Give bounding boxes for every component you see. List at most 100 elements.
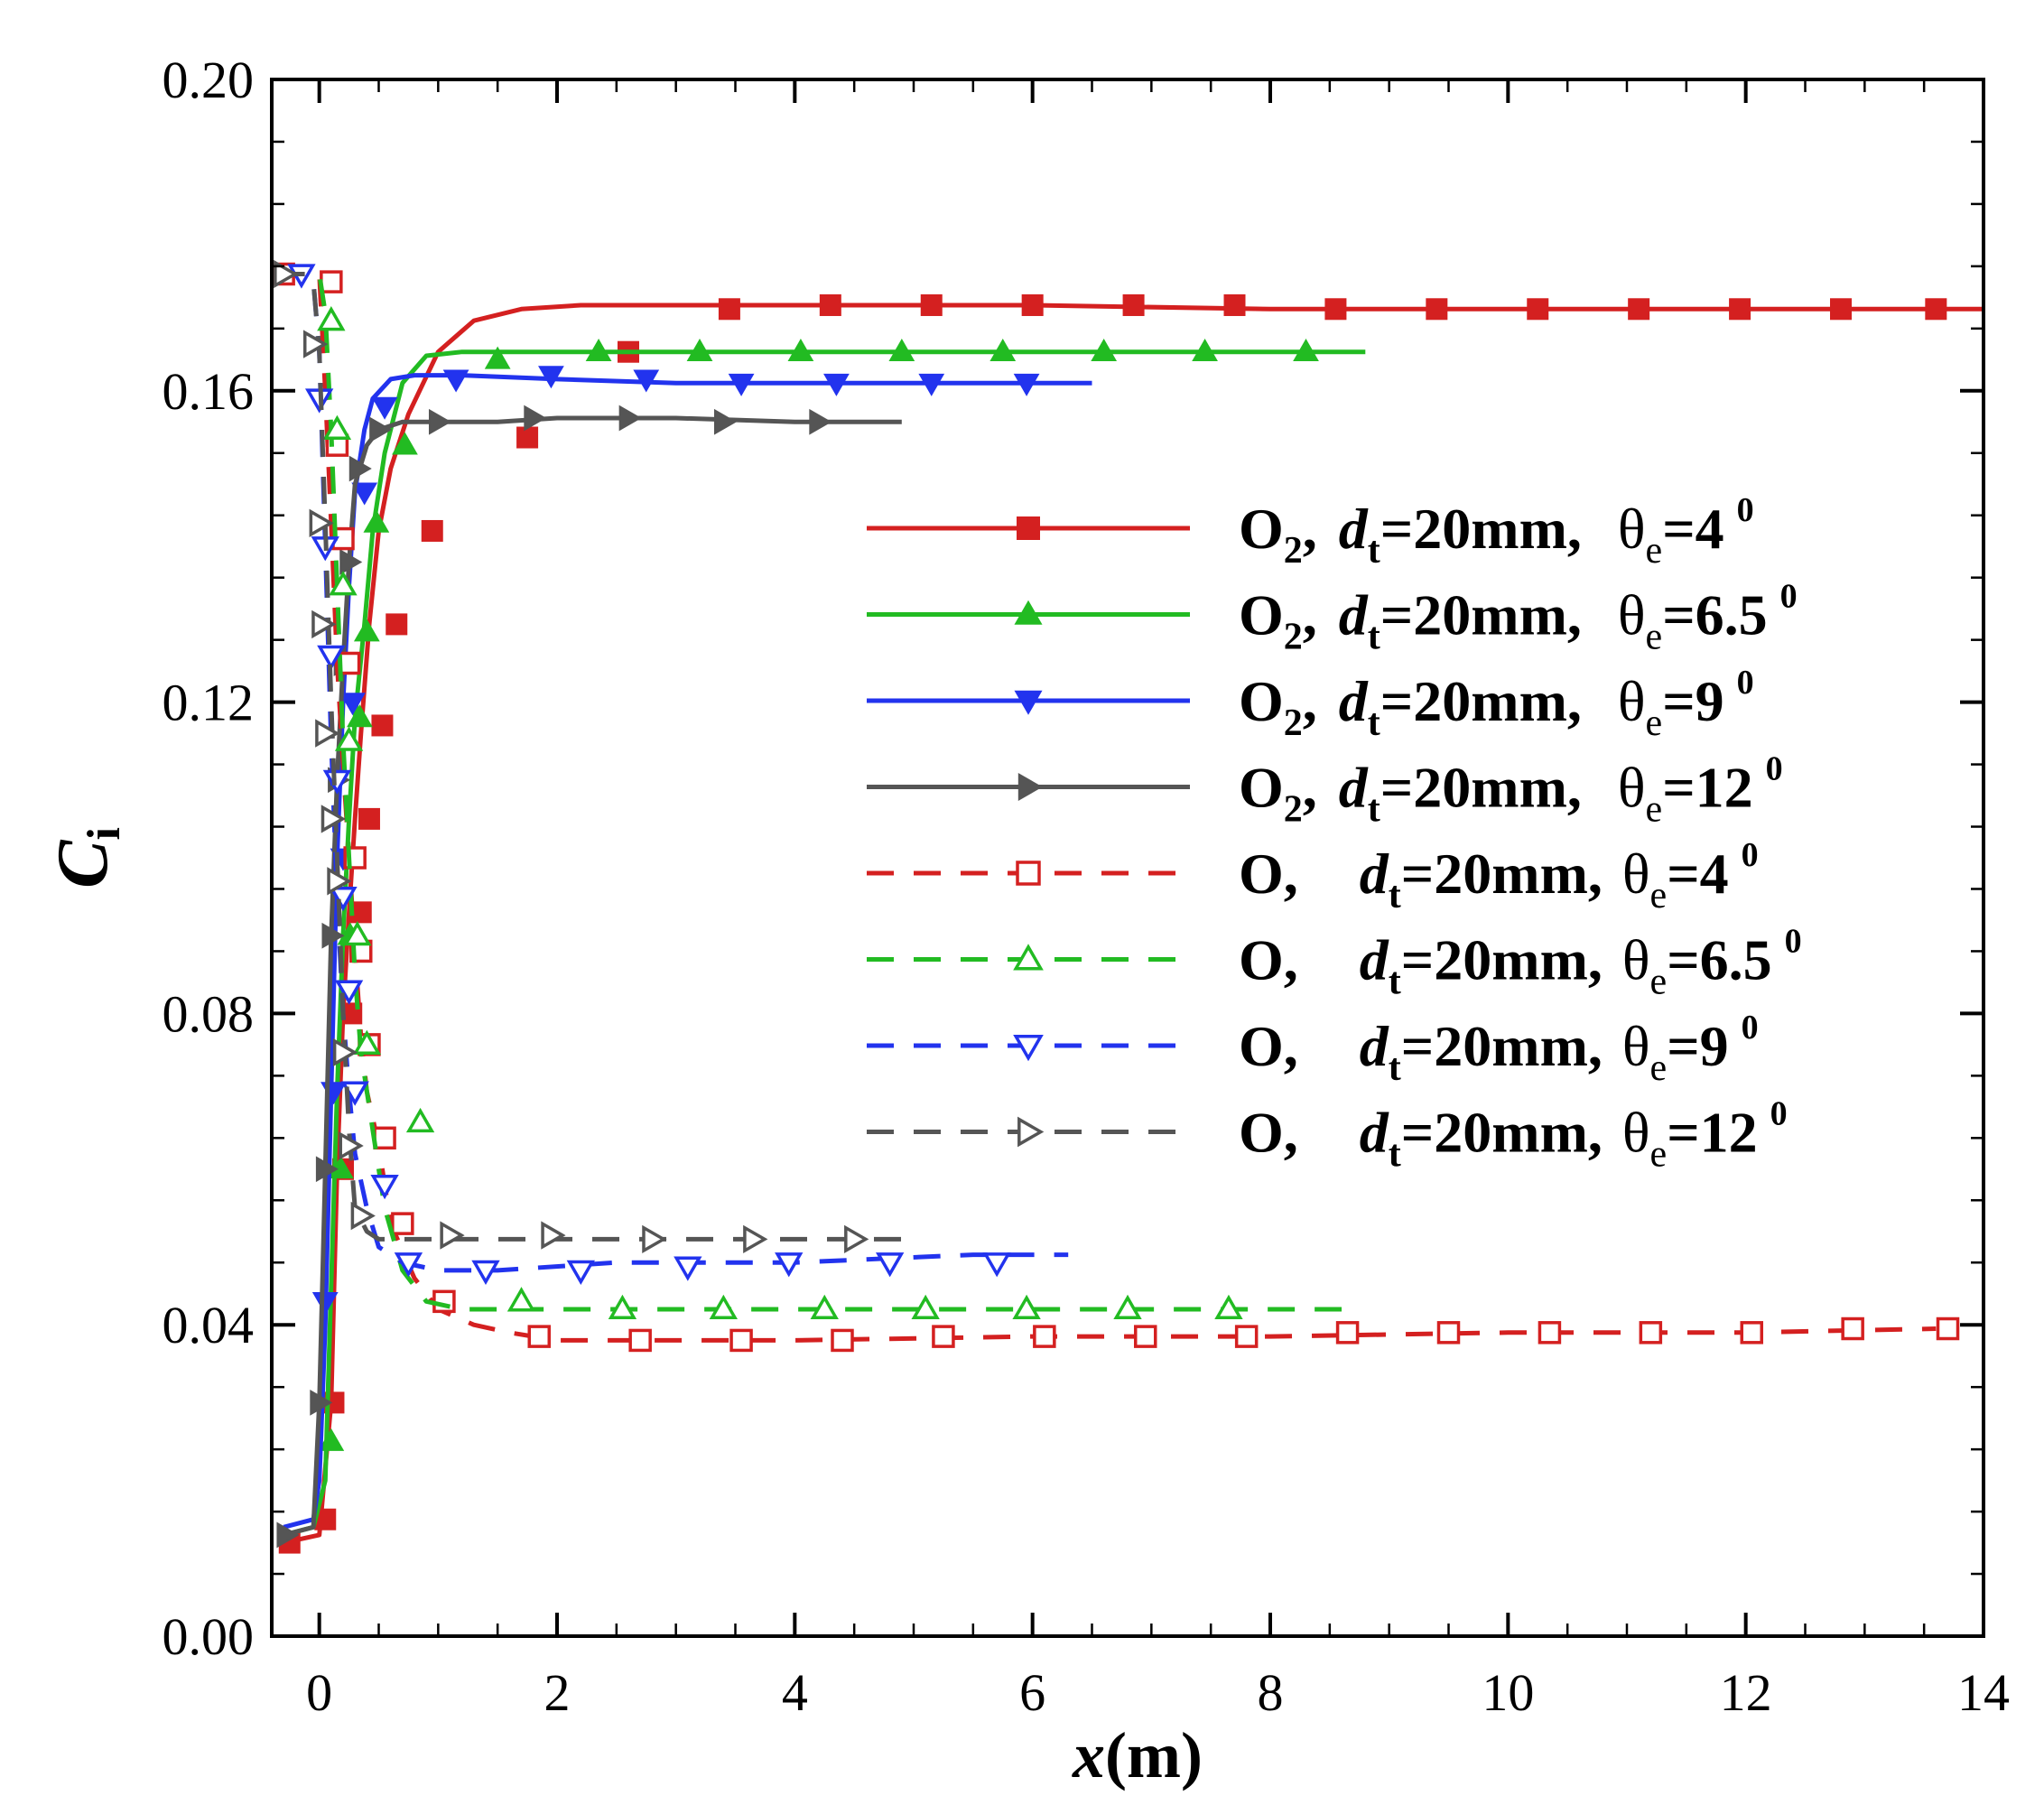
data-point — [358, 807, 380, 830]
data-point — [506, 1287, 536, 1312]
legend-entry: O, dt=20mm, θe=6.5 0 — [867, 923, 1802, 1003]
data-point — [1122, 293, 1145, 316]
data-point — [432, 1289, 456, 1314]
data-point — [394, 1252, 423, 1278]
data-point — [370, 1174, 399, 1200]
data-point — [329, 887, 358, 912]
legend-marker — [1014, 600, 1043, 625]
data-point — [1830, 298, 1852, 321]
data-point — [405, 1107, 435, 1133]
legend-marker — [1017, 772, 1043, 802]
data-point — [728, 373, 755, 396]
data-point — [1527, 298, 1549, 321]
data-point — [386, 613, 408, 636]
y-tick-label: 0.16 — [163, 362, 255, 421]
y-tick-label: 0.12 — [163, 674, 255, 732]
data-point — [608, 1294, 637, 1320]
data-point — [339, 693, 366, 716]
data-point — [1223, 293, 1246, 316]
data-point — [932, 1325, 955, 1348]
y-tick-label: 0.04 — [163, 1296, 255, 1354]
data-point — [718, 298, 740, 321]
data-point — [1091, 339, 1118, 362]
data-point — [524, 405, 547, 432]
data-point — [391, 1212, 414, 1235]
data-point — [516, 426, 539, 449]
data-point — [674, 1256, 702, 1281]
data-point — [311, 609, 337, 639]
y-tick-label: 0.20 — [163, 51, 255, 109]
data-point — [875, 1252, 905, 1278]
data-point — [819, 293, 841, 316]
legend-marker — [1013, 1035, 1044, 1062]
x-tick-label: 10 — [1482, 1663, 1534, 1722]
x-tick-label: 14 — [1957, 1663, 2010, 1722]
data-point — [1324, 298, 1347, 321]
data-point — [350, 1201, 376, 1231]
data-point — [322, 414, 352, 440]
x-axis-title: x(m) — [1072, 1719, 1203, 1791]
data-point — [1113, 1294, 1142, 1320]
series-layer — [272, 259, 1984, 1554]
x-tick-label: 0 — [306, 1663, 332, 1722]
x-tick-label: 2 — [544, 1663, 571, 1722]
data-point — [348, 455, 372, 482]
data-point — [1628, 298, 1650, 321]
legend-marker — [1013, 944, 1044, 971]
y-axis-title: Ci — [43, 827, 130, 889]
data-point — [982, 1252, 1011, 1278]
data-point — [369, 416, 393, 443]
series-line — [277, 272, 1342, 1312]
legend-entry: O2, dt=20mm, θe=4 0 — [867, 491, 1754, 572]
series-2 — [283, 339, 1366, 1538]
series-line — [283, 349, 1366, 1538]
data-point — [309, 508, 334, 538]
legend-label: O, dt=20mm, θe=6.5 0 — [1239, 923, 1802, 1003]
data-point — [729, 1328, 753, 1353]
legend-label: O2, dt=20mm, θe=4 0 — [1239, 491, 1754, 572]
data-point — [918, 373, 945, 396]
series-line — [283, 373, 1092, 1530]
y-tick-label: 0.00 — [163, 1607, 255, 1666]
data-point — [428, 408, 451, 435]
legend-entry: O2, dt=20mm, θe=9 0 — [867, 664, 1754, 744]
x-tick-label: 12 — [1720, 1663, 1772, 1722]
data-point — [315, 1156, 339, 1183]
data-point — [343, 921, 372, 946]
data-point — [471, 1260, 500, 1286]
data-point — [709, 1294, 739, 1320]
series-3 — [283, 366, 1092, 1530]
data-point — [373, 1126, 396, 1150]
data-point — [327, 867, 352, 896]
axes-layer: 0 2 4 6 8 10 12 14 0.00 0.04 0.08 0.12 0.16 0.20 — [163, 51, 2011, 1722]
y-axis-sub: i — [79, 827, 130, 840]
data-point — [823, 373, 850, 396]
legend-marker — [1014, 690, 1043, 715]
data-point — [1740, 1321, 1763, 1344]
data-point — [351, 482, 378, 506]
data-point — [743, 1224, 768, 1254]
data-point — [1841, 1317, 1864, 1341]
legend-marker — [1017, 516, 1040, 540]
series-line — [283, 302, 1984, 1546]
data-point — [1925, 298, 1947, 321]
data-point — [339, 549, 363, 575]
legend-label: O2, dt=20mm, θe=9 0 — [1239, 664, 1754, 744]
data-point — [347, 704, 373, 728]
data-point — [1013, 373, 1040, 396]
legend-label: O, dt=20mm, θe=4 0 — [1239, 836, 1759, 916]
x-axis-unit: (m) — [1105, 1719, 1203, 1791]
series-4 — [276, 405, 902, 1549]
data-point — [421, 519, 443, 542]
data-point — [363, 509, 390, 533]
data-point — [787, 339, 814, 362]
y-tick-label: 0.08 — [163, 984, 255, 1043]
legend-marker — [1017, 1116, 1045, 1148]
data-point — [566, 1260, 596, 1286]
data-point — [1214, 1294, 1243, 1320]
data-point — [320, 270, 343, 293]
legend-label: O, dt=20mm, θe=12 0 — [1239, 1095, 1788, 1176]
data-point — [352, 1029, 382, 1055]
data-point — [274, 259, 299, 289]
